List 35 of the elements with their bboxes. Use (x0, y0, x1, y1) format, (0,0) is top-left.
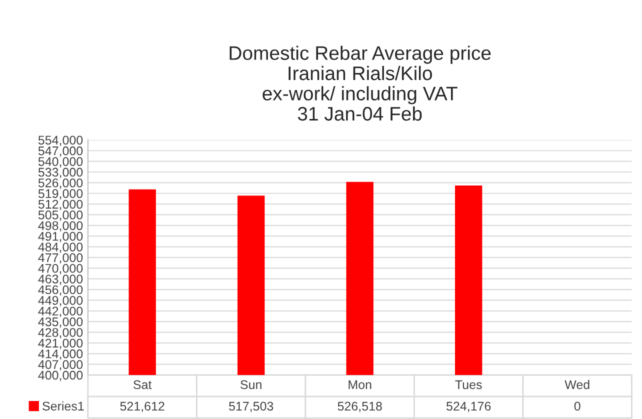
data-label: 524,176 (446, 402, 491, 412)
y-tick-label: 526,000 (38, 178, 83, 189)
y-tick-label: 421,000 (38, 338, 83, 350)
chart-title: Domestic Rebar Average price Iranian Rials/Kilo ex-work/ including VAT 31 Jan-04 Feb (230, 46, 491, 121)
y-tick-label: 477,000 (38, 253, 83, 264)
y-tick-label: 400,000 (38, 370, 83, 382)
y-tick-label: 463,000 (38, 274, 83, 285)
data-label: 517,503 (228, 402, 274, 412)
y-tick-label: 554,000 (38, 136, 83, 146)
y-tick-label: 505,000 (38, 210, 83, 221)
y-tick-label: 533,000 (38, 168, 83, 178)
y-tick-label: 442,000 (38, 306, 83, 318)
y-tick-label: 456,000 (38, 285, 83, 296)
y-tick-label: 407,000 (38, 360, 83, 370)
data-label: 521,612 (120, 402, 164, 412)
x-tick-label: Sat (134, 380, 152, 390)
y-tick-label: 540,000 (38, 157, 83, 168)
y-tick-label: 491,000 (38, 232, 83, 242)
y-tick-label: 470,000 (38, 264, 83, 274)
y-tick-label: 484,000 (38, 242, 83, 253)
y-tick-label: 414,000 (38, 349, 83, 360)
y-tick-label: 428,000 (38, 328, 83, 338)
x-tick-label: Mon (348, 380, 372, 390)
x-tick-label: Sun (240, 380, 262, 390)
x-tick-label: Tues (455, 380, 482, 390)
data-label: 526,518 (338, 402, 382, 412)
y-tick-label: 512,000 (38, 200, 83, 210)
y-tick-label: 435,000 (38, 317, 83, 328)
y-tick-label: 449,000 (38, 296, 83, 306)
y-tick-label: 519,000 (38, 189, 83, 200)
y-tick-label: 547,000 (38, 146, 83, 157)
x-tick-label: Wed (564, 380, 590, 390)
y-tick-label: 498,000 (38, 221, 83, 232)
text: 0 (574, 402, 580, 411)
legend-label: Series1 (42, 401, 84, 411)
